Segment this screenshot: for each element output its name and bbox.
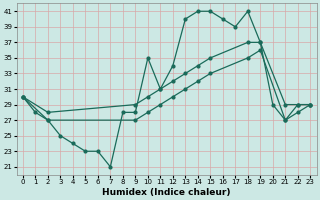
X-axis label: Humidex (Indice chaleur): Humidex (Indice chaleur) [102, 188, 231, 197]
